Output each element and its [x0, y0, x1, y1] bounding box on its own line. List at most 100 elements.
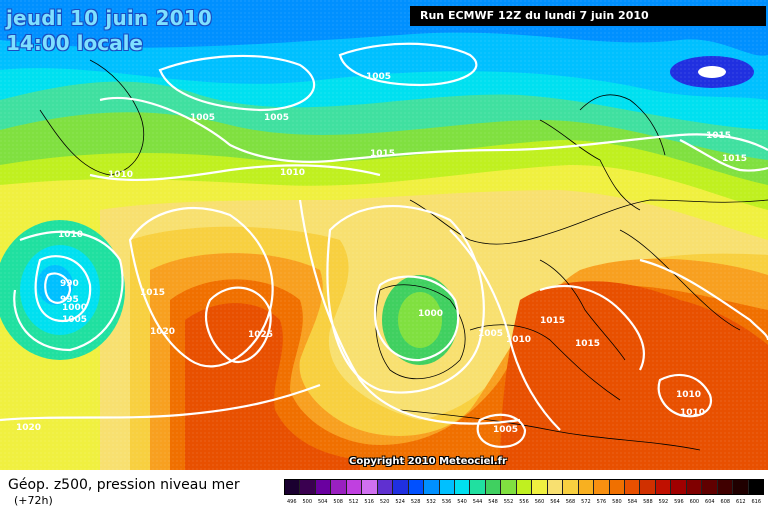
scale-tick-label: 560	[534, 499, 545, 505]
legend-title: Géop. z500, pression niveau mer	[8, 477, 240, 493]
scale-swatch	[501, 480, 517, 494]
scale-swatch	[439, 480, 455, 494]
scale-swatch	[671, 480, 687, 494]
isobar-label: 1005	[478, 329, 503, 339]
scale-tick-label: 556	[519, 499, 529, 505]
scale-tick-label: 572	[581, 499, 591, 505]
scale-swatch	[408, 480, 425, 494]
isobar-label: 1015	[722, 154, 747, 164]
scale-tick-label: 608	[720, 499, 731, 505]
scale-swatch	[285, 480, 301, 494]
scale-swatch	[717, 480, 734, 494]
scale-swatch	[748, 480, 764, 494]
scale-swatch	[624, 480, 641, 494]
scale-tick-label: 596	[674, 499, 684, 505]
scale-swatch	[563, 480, 579, 494]
scale-tick-label: 528	[410, 499, 421, 505]
scale-tick-label: 508	[333, 499, 343, 505]
scale-swatch	[733, 480, 749, 494]
isobar-label: 1000	[62, 303, 87, 313]
scale-tick-label: 496	[286, 499, 297, 505]
scale-tick-label: 548	[488, 499, 498, 505]
scale-swatch	[516, 480, 533, 494]
legend-bar: Géop. z500, pression niveau mer (+72h) 4…	[0, 470, 768, 512]
scale-swatch	[315, 480, 332, 494]
scale-tick-label: 504	[317, 499, 328, 505]
scale-tick-label: 500	[302, 499, 312, 505]
scale-tick-label: 616	[751, 499, 762, 505]
scale-swatch	[609, 480, 625, 494]
coastlines	[39, 59, 768, 451]
scale-swatch	[547, 480, 564, 494]
scale-tick-label: 592	[658, 499, 669, 505]
isobar-label: 995	[60, 295, 79, 305]
scale-tick-label: 540	[457, 499, 467, 505]
isobar-label: 990	[60, 279, 79, 289]
isobar-label: 1005	[264, 113, 289, 123]
scale-tick-label: 576	[596, 499, 607, 505]
scale-swatch	[686, 480, 703, 494]
isobar-label: 1015	[540, 316, 565, 326]
scale-tick-label: 512	[348, 499, 359, 505]
scale-swatch	[377, 480, 394, 494]
scale-tick-label: 520	[379, 499, 390, 505]
forecast-time: 14:00 locale	[6, 31, 143, 55]
isobar-label: 1015	[140, 288, 165, 298]
scale-swatch	[485, 480, 502, 494]
color-scale-ticks: 496 500 504 508 512 516 520 524 528 532 536 540 544 5…	[284, 496, 764, 508]
legend-subtitle: (+72h)	[14, 494, 53, 507]
isobar-label: 1010	[680, 408, 705, 418]
scale-swatch	[532, 480, 548, 494]
forecast-date: jeudi 10 juin 2010	[6, 6, 213, 30]
scale-tick-label: 584	[627, 499, 638, 505]
scale-swatch	[331, 480, 347, 494]
scale-tick-label: 588	[643, 499, 653, 505]
isobar-label: 1015	[370, 149, 395, 159]
scale-tick-label: 604	[705, 499, 715, 505]
scale-tick-label: 544	[472, 499, 483, 505]
isobar-label: 1005	[493, 425, 518, 435]
forecast-map: 1005 1005 1005 1015 1010 1010 1015 1015 …	[0, 0, 768, 470]
scale-swatch	[655, 480, 672, 494]
scale-tick-label: 516	[364, 499, 374, 505]
isobar-label: 1015	[575, 339, 600, 349]
copyright-notice: Copyright 2010 Meteociel.fr	[349, 456, 507, 467]
isobar-label: 1010	[676, 390, 701, 400]
scale-tick-label: 524	[395, 499, 405, 505]
scale-swatch	[454, 480, 471, 494]
isobar-label: 1020	[16, 423, 41, 433]
scale-swatch	[300, 480, 316, 494]
scale-tick-label: 532	[426, 499, 436, 505]
scale-tick-label: 612	[736, 499, 746, 505]
isobar-label: 1015	[706, 131, 731, 141]
isobars	[0, 42, 768, 448]
pressure-labels: 1005 1005 1005 1015 1010 1010 1015 1015 …	[16, 72, 747, 435]
map-canvas: 1005 1005 1005 1015 1010 1010 1015 1015 …	[0, 0, 768, 470]
run-info-banner: Run ECMWF 12Z du lundi 7 juin 2010	[410, 6, 766, 26]
scale-swatch	[362, 480, 378, 494]
color-scale: 496 500 504 508 512 516 520 524 528 532 536 540 544 5…	[284, 479, 764, 509]
isobar-label: 1010	[506, 335, 531, 345]
isobar-label: 1005	[366, 72, 391, 82]
scale-swatch	[424, 480, 440, 494]
scale-swatch	[470, 480, 486, 494]
isobar-label: 1005	[190, 113, 215, 123]
scale-tick-label: 580	[612, 499, 622, 505]
color-scale-swatches	[284, 479, 764, 495]
scale-tick-label: 552	[503, 499, 514, 505]
scale-tick-label: 600	[689, 499, 700, 505]
scale-swatch	[578, 480, 595, 494]
dither-texture	[0, 0, 768, 470]
scale-swatch	[346, 480, 363, 494]
isobar-label: 1005	[62, 315, 87, 325]
scale-tick-label: 564	[550, 499, 560, 505]
isobar-label: 1020	[150, 327, 175, 337]
isobar-label: 1010	[58, 230, 83, 240]
scale-swatch	[702, 480, 718, 494]
scale-swatch	[594, 480, 610, 494]
scale-tick-label: 536	[441, 499, 452, 505]
isobar-label: 1010	[280, 168, 305, 178]
scale-tick-label: 568	[565, 499, 576, 505]
scale-swatch	[640, 480, 656, 494]
